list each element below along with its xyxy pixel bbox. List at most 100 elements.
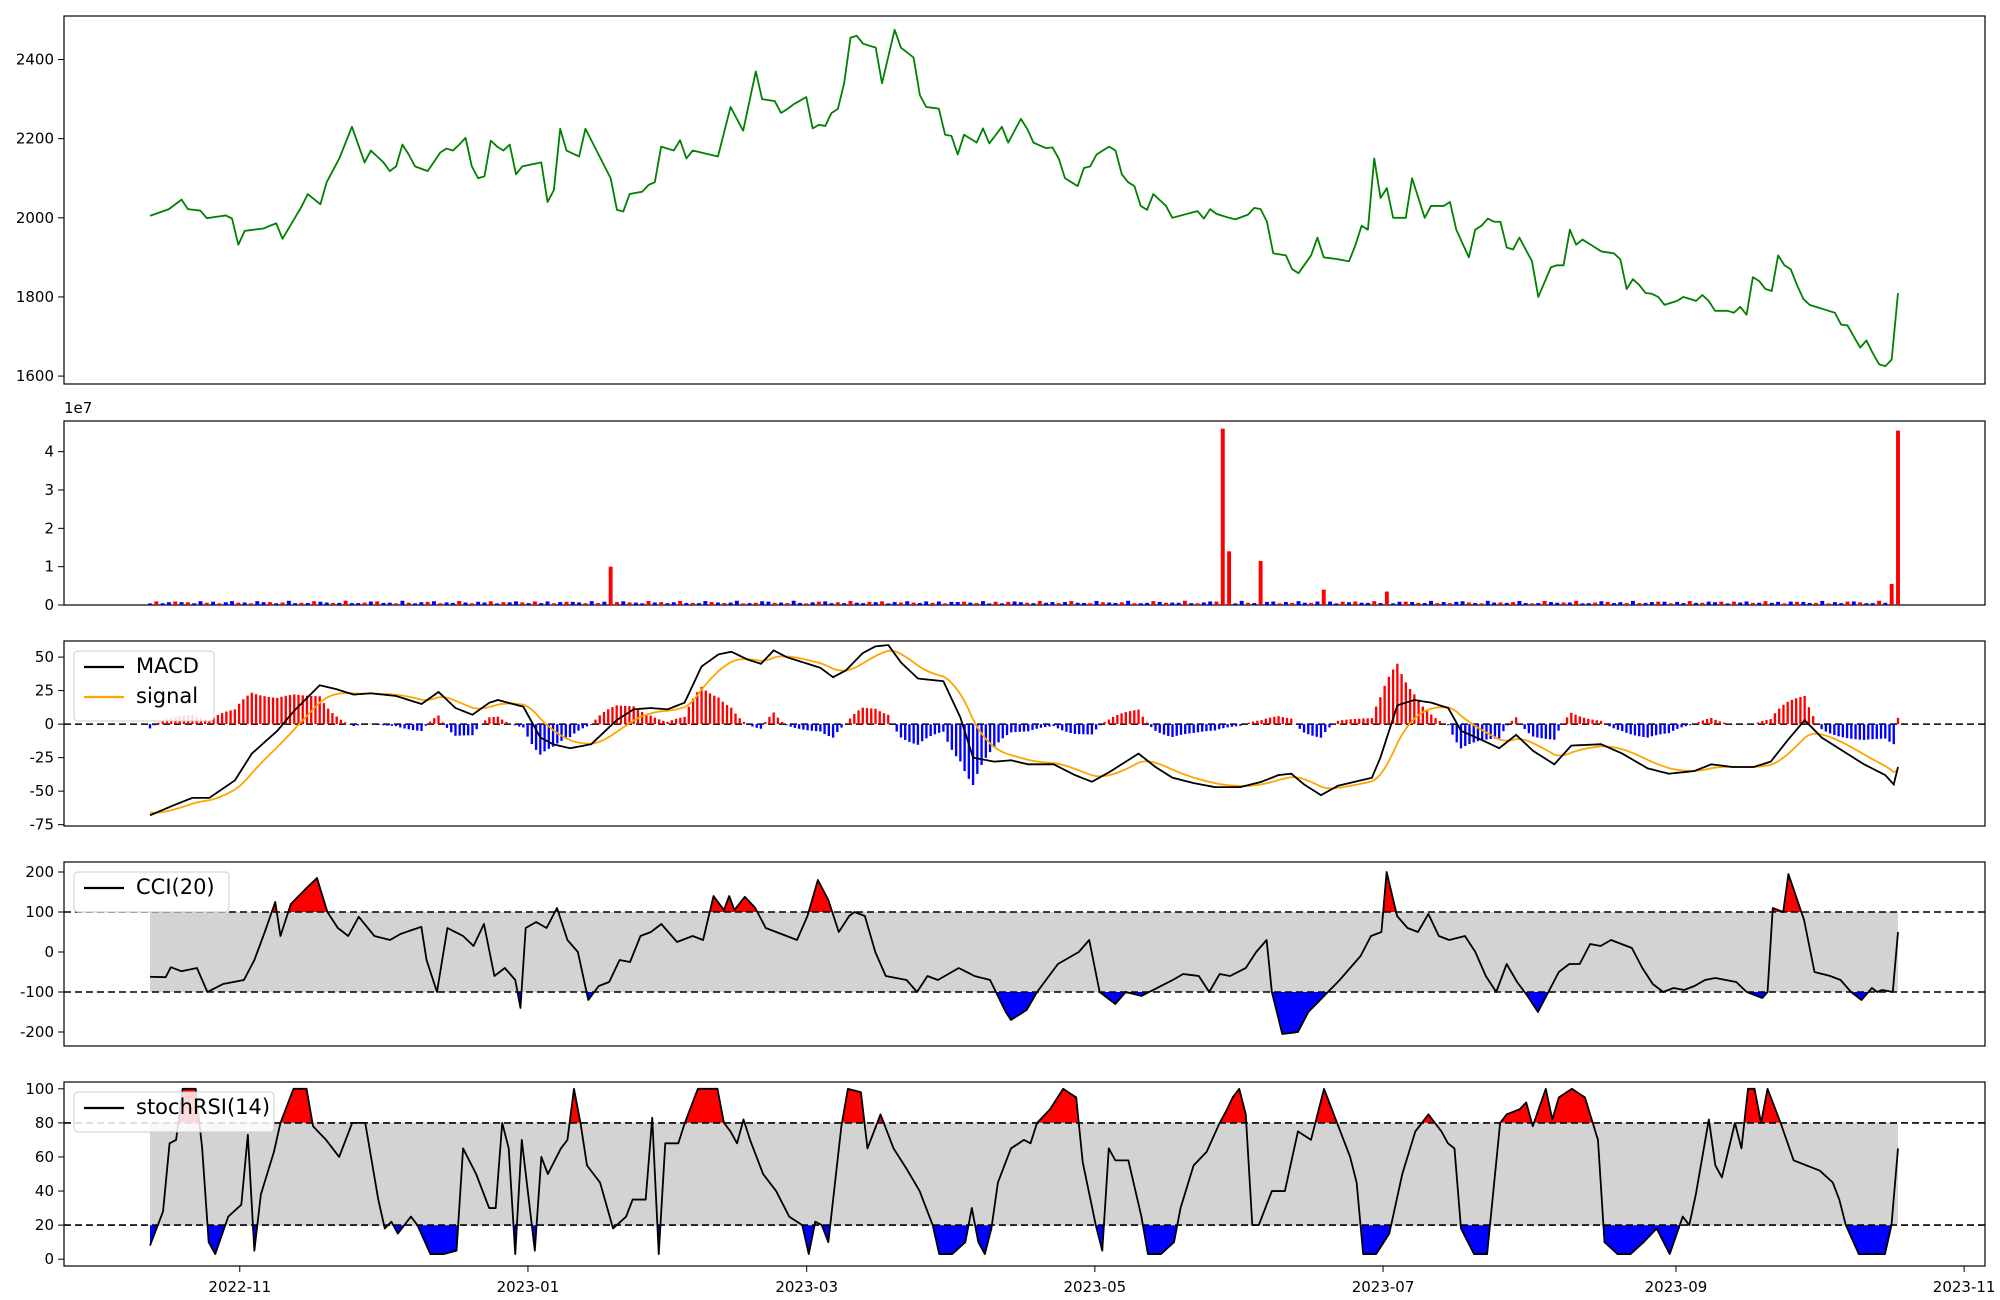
macd-histogram-bar [814, 724, 818, 732]
macd-histogram-bar [1663, 724, 1666, 734]
volume-bar [1132, 603, 1137, 605]
volume-bar [678, 600, 683, 605]
macd-histogram-bar [203, 719, 207, 725]
macd-histogram-bar [1506, 724, 1509, 726]
volume-bar [179, 602, 184, 605]
volume-bar [861, 603, 866, 605]
macd-histogram-bar [725, 705, 729, 725]
volume-bar [1662, 601, 1667, 605]
macd-histogram-bar [632, 706, 635, 725]
volume-bar [1561, 602, 1566, 605]
macd-histogram-bar [386, 724, 389, 726]
macd-histogram-bar [1646, 724, 1649, 738]
volume-bar [728, 602, 733, 605]
volume-bar [1820, 600, 1825, 605]
volume-bar [463, 602, 468, 605]
macd-histogram-bar [708, 693, 712, 725]
volume-bar [204, 602, 209, 605]
volume-bar [1302, 602, 1307, 605]
volume-bar [160, 603, 165, 605]
band-fill [150, 912, 1898, 992]
macd-histogram-bar [543, 724, 546, 752]
macd-histogram-bar [1209, 724, 1212, 731]
volume-bar [633, 602, 638, 605]
y-tick-label: 4 [44, 443, 54, 461]
volume-bar [1851, 601, 1856, 605]
volume-bar [1429, 600, 1433, 605]
volume-bar [785, 603, 790, 605]
macd-histogram-bar [1816, 723, 1819, 725]
legend-label: CCI(20) [136, 875, 215, 899]
macd-histogram-bar [1540, 724, 1543, 739]
macd-histogram-bar [1264, 718, 1267, 725]
volume-bar [148, 603, 152, 605]
volume-bar [1523, 603, 1528, 605]
macd-histogram-bar [411, 724, 415, 730]
macd-histogram-bar [1018, 724, 1021, 732]
volume-bar [880, 601, 884, 605]
volume-bar [1145, 602, 1150, 605]
macd-histogram-bar [984, 724, 987, 758]
macd-histogram-bar [394, 724, 398, 727]
macd-histogram-bar [772, 712, 775, 725]
volume-bar [1536, 603, 1541, 605]
macd-histogram-bar [1213, 724, 1217, 731]
y-tick-label: -75 [30, 816, 55, 834]
volume-bar [1473, 603, 1478, 605]
macd-histogram-bar [505, 721, 508, 725]
macd-histogram-bar [700, 686, 703, 725]
volume-bar [1296, 601, 1301, 605]
volume-bar [1176, 602, 1181, 605]
macd-histogram-bar [1527, 724, 1531, 734]
volume-bar [886, 603, 891, 605]
volume-bar [514, 601, 518, 605]
volume-bar [432, 601, 436, 605]
macd-histogram-bar [861, 707, 864, 725]
volume-bar [1605, 601, 1610, 605]
macd-histogram-bar [1442, 723, 1446, 725]
macd-histogram-bar [1001, 724, 1004, 739]
volume-bar [1795, 601, 1799, 605]
macd-histogram-bar [420, 724, 423, 731]
macd-histogram-bar [1553, 724, 1556, 740]
macd-histogram-bar [747, 724, 750, 725]
macd-histogram-bar [1667, 724, 1671, 734]
volume-bar [1113, 602, 1118, 605]
volume-bar [1397, 601, 1402, 605]
macd-histogram-bar [522, 724, 525, 728]
macd-histogram-bar [339, 719, 343, 725]
volume-bar [1239, 600, 1244, 605]
volume-bar [425, 601, 430, 605]
macd-histogram-bar [1230, 724, 1234, 727]
macd-histogram-bar [802, 724, 805, 730]
macd-histogram-bar [598, 715, 601, 725]
oversold-fill [150, 992, 1898, 1034]
y-tick-label: 0 [44, 943, 54, 961]
volume-bar [1839, 603, 1844, 605]
macd-histogram-bar [1884, 724, 1887, 739]
volume-bar [230, 601, 234, 605]
volume-bar [911, 602, 916, 605]
volume-bar [545, 601, 550, 605]
volume-bar [873, 602, 878, 605]
macd-histogram-bar [1769, 719, 1772, 725]
macd-histogram-bar [1090, 724, 1094, 735]
macd-histogram-bar [433, 718, 436, 725]
macd-histogram-bar [1862, 724, 1866, 740]
macd-histogram-bar [1548, 724, 1552, 740]
volume-bar [1220, 428, 1225, 605]
volume-bar [1214, 601, 1219, 605]
macd-histogram-bar [1879, 724, 1883, 739]
volume-bar [577, 602, 582, 605]
macd-histogram-bar [611, 707, 614, 725]
macd-histogram-bar [263, 696, 266, 725]
volume-bar [1277, 603, 1282, 605]
volume-bar [1372, 601, 1377, 605]
macd-histogram-bar [1612, 724, 1615, 729]
macd-histogram-bar [301, 695, 304, 725]
volume-bar [1593, 602, 1598, 605]
volume-bar [495, 603, 500, 605]
volume-bar [703, 601, 708, 605]
macd-histogram-bar [636, 709, 640, 725]
macd-histogram-bar [1514, 717, 1518, 725]
